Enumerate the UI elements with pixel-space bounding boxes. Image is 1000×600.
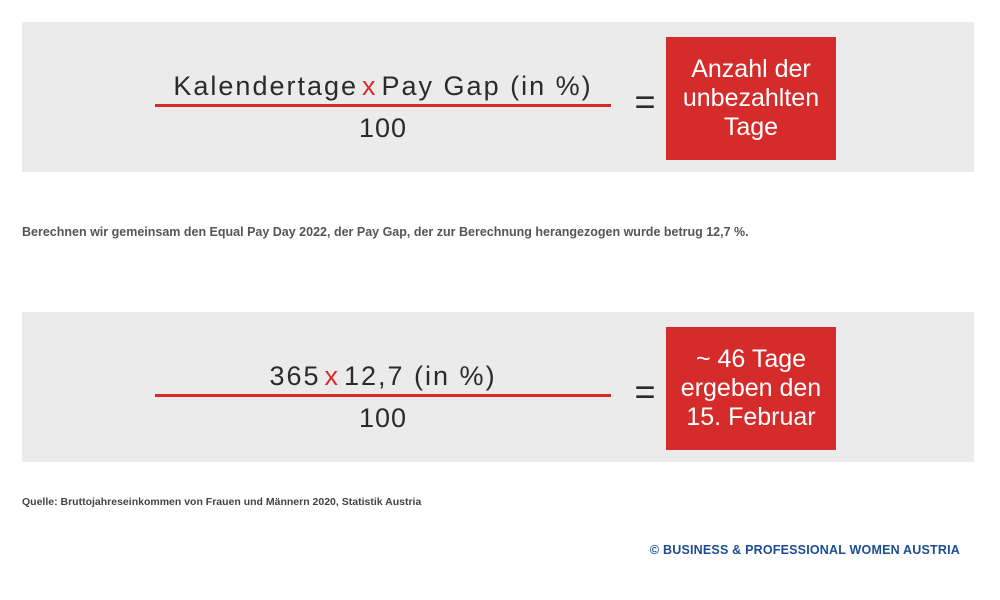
fraction: 365 x 12,7 (in %) 100 [155,312,611,462]
result-box: ~ 46 Tage ergeben den 15. Februar [666,327,836,450]
fraction: Kalendertage x Pay Gap (in %) 100 [155,22,611,172]
formula-panel-example: 365 x 12,7 (in %) 100 = ~ 46 Tage ergeben … [22,312,974,462]
equals-sign: = [634,371,656,412]
result-line: Anzahl der [691,55,811,83]
result-line: unbezahlten [682,84,820,112]
numerator: Kalendertage x Pay Gap (in %) [155,66,611,106]
numerator-left: Kalendertage [173,71,359,101]
formula-panel-general: Kalendertage x Pay Gap (in %) 100 = Anzahl… [22,22,974,172]
numerator: 365 x 12,7 (in %) [155,356,611,396]
equals-sign: = [634,81,656,122]
copyright-notice: © BUSINESS & PROFESSIONAL WOMEN AUSTRIA [649,543,960,557]
fraction-bar [155,104,611,107]
denominator: 100 [358,113,408,143]
result-line: 15. Februar [686,403,816,431]
multiply-operator: x [324,361,340,391]
result-text: Anzahl der unbezahlten Tage [683,55,819,142]
result-text: ~ 46 Tage ergeben den 15. Februar [681,345,821,432]
denominator: 100 [358,403,408,433]
result-line: ~ 46 Tage [695,345,807,373]
numerator-left: 365 [269,361,321,391]
fraction-bar [155,394,611,397]
description-text: Berechnen wir gemeinsam den Equal Pay Da… [22,225,749,239]
numerator-right: Pay Gap (in %) [381,71,593,101]
numerator-right: 12,7 (in %) [344,361,497,391]
result-box: Anzahl der unbezahlten Tage [666,37,836,160]
result-line: ergeben den [680,374,822,402]
source-note: Quelle: Bruttojahreseinkommen von Frauen… [22,496,422,508]
result-line: Tage [723,113,779,141]
multiply-operator: x [362,71,378,101]
